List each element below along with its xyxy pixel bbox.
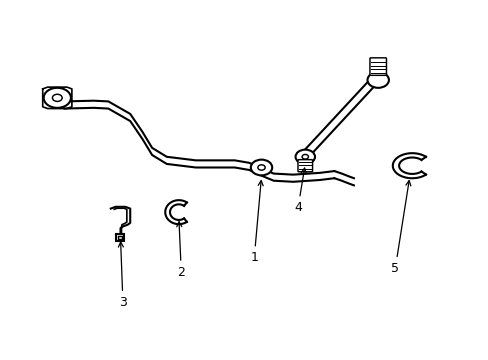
Text: 2: 2: [176, 222, 185, 279]
Text: 1: 1: [250, 181, 263, 265]
Ellipse shape: [257, 165, 264, 170]
FancyBboxPatch shape: [297, 159, 312, 172]
Text: 4: 4: [293, 168, 305, 215]
Ellipse shape: [367, 72, 388, 88]
FancyBboxPatch shape: [369, 58, 386, 75]
Ellipse shape: [52, 94, 62, 102]
Text: 3: 3: [118, 242, 126, 309]
Ellipse shape: [302, 154, 308, 159]
Ellipse shape: [250, 159, 272, 175]
Ellipse shape: [43, 88, 71, 108]
Ellipse shape: [295, 150, 314, 164]
Text: 5: 5: [390, 181, 410, 275]
FancyBboxPatch shape: [116, 234, 124, 241]
FancyBboxPatch shape: [117, 236, 122, 239]
